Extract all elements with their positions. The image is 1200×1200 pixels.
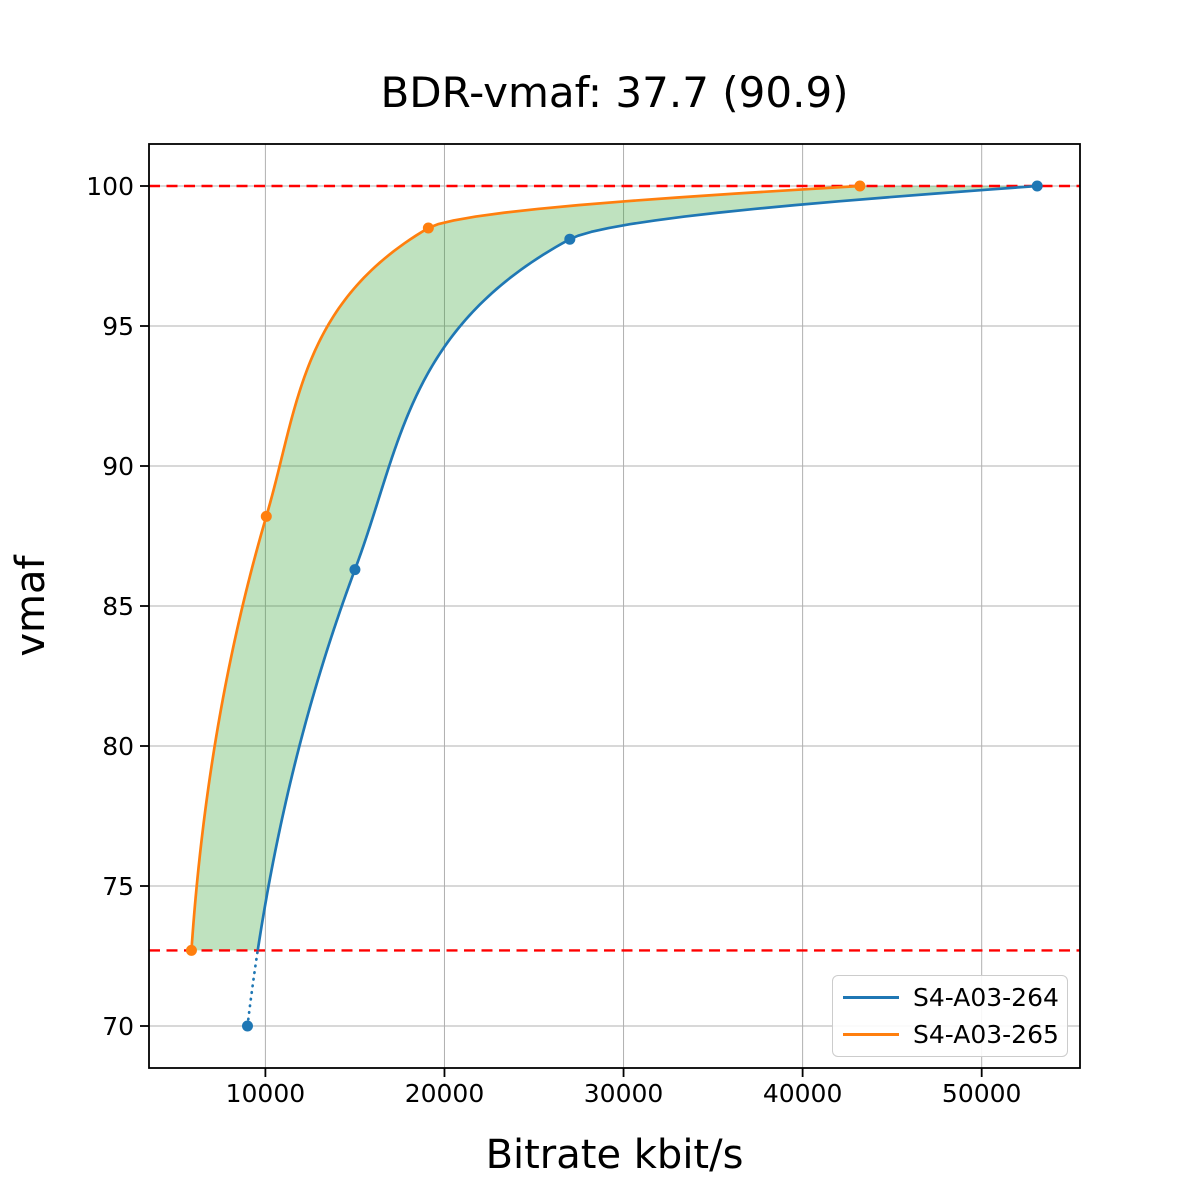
legend-item-s4-a03-264: S4-A03-264	[843, 981, 1059, 1015]
series-S4-A03-264-marker	[564, 233, 576, 245]
y-tick-label: 75	[102, 872, 134, 901]
series-S4-A03-265-marker	[854, 180, 866, 192]
x-tick-label: 50000	[942, 1079, 1022, 1108]
x-tick-label: 20000	[405, 1079, 485, 1108]
ticks	[140, 185, 983, 1077]
y-tick-label: 70	[102, 1012, 134, 1041]
bd-overlap-fill	[191, 186, 1038, 951]
legend-label: S4-A03-265	[913, 1019, 1059, 1049]
legend-line-sample-orange	[843, 1032, 899, 1036]
y-tick-label: 100	[86, 172, 134, 201]
legend: S4-A03-264 S4-A03-265	[832, 975, 1068, 1057]
chart-title: BDR-vmaf: 37.7 (90.9)	[380, 68, 849, 117]
series-S4-A03-265-line	[190, 184, 861, 951]
series-S4-A03-264-dotted	[246, 949, 260, 1028]
legend-item-s4-a03-265: S4-A03-265	[843, 1017, 1059, 1051]
series-S4-A03-264-marker	[1031, 180, 1043, 192]
x-axis-label: Bitrate kbit/s	[485, 1132, 744, 1178]
y-tick-label: 90	[102, 452, 134, 481]
legend-line-sample-blue	[843, 996, 899, 1000]
x-tick-label: 30000	[584, 1079, 664, 1108]
x-tick-label: 10000	[226, 1079, 306, 1108]
series-S4-A03-265-marker	[260, 510, 272, 522]
legend-label: S4-A03-264	[913, 983, 1059, 1013]
series-S4-A03-265-marker	[422, 222, 434, 234]
y-tick-label: 95	[102, 312, 134, 341]
x-tick-label: 40000	[763, 1079, 843, 1108]
series-S4-A03-265-marker	[185, 944, 197, 956]
y-tick-label: 80	[102, 732, 134, 761]
y-tick-label: 85	[102, 592, 134, 621]
series-S4-A03-264-marker	[241, 1020, 253, 1032]
y-axis-label: vmaf	[8, 555, 54, 657]
gridlines	[149, 144, 1080, 1068]
series-S4-A03-264-marker	[349, 564, 361, 576]
